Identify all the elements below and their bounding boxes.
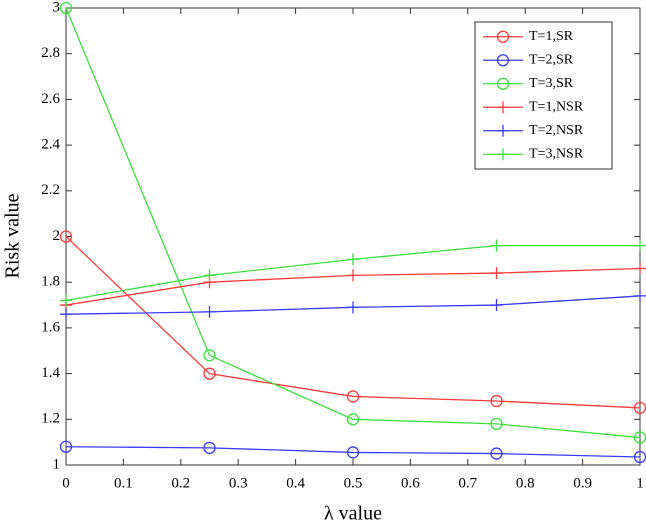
marker (490, 394, 503, 408)
legend: T=1,SR T=2,SR T=3,SR T=1,NSR T=2,NSR T=3,NSR (474, 21, 613, 170)
marker (346, 413, 360, 426)
legend-label: T=3,SR (529, 76, 574, 91)
marker (634, 289, 646, 302)
x-tick-label: 0.1 (114, 475, 133, 491)
legend-label: T=3,NSR (529, 146, 584, 161)
y-tick-label: 1.2 (41, 411, 60, 427)
marker (60, 294, 72, 307)
marker (346, 390, 360, 403)
x-tick-label: 0 (62, 475, 70, 491)
legend-label: T=2,SR (529, 52, 574, 67)
x-tick-label: 0.6 (401, 475, 420, 491)
x-tick-label: 0.7 (458, 475, 477, 491)
y-axis-label: Risk value (2, 193, 24, 278)
y-tick-label: 1.4 (41, 365, 60, 381)
marker (634, 262, 646, 275)
legend-marker (497, 124, 509, 137)
legend-label: T=2,NSR (529, 123, 584, 138)
legend-label: T=1,NSR (529, 99, 584, 114)
legend-marker (496, 54, 510, 67)
marker (347, 269, 359, 282)
legend-box (474, 21, 613, 170)
marker (347, 301, 359, 314)
marker (203, 367, 216, 380)
data-line (65, 446, 641, 458)
legend-marker (497, 148, 509, 161)
x-tick-label: 0.5 (344, 475, 363, 491)
x-tick-label: 1 (636, 475, 644, 491)
marker (490, 239, 503, 252)
legend-marker (497, 101, 509, 114)
legend-label: T=1,SR (529, 29, 574, 44)
y-tick-label: 2.6 (41, 91, 60, 107)
x-tick-label: 0.4 (286, 475, 305, 491)
marker (60, 308, 72, 321)
x-axis-label: λ value (324, 503, 382, 525)
y-tick-label: 2 (53, 228, 61, 244)
data-line (65, 7, 641, 439)
marker (203, 441, 216, 455)
marker (59, 1, 73, 15)
y-tick-label: 3 (53, 0, 61, 15)
marker (347, 253, 359, 266)
marker (634, 239, 646, 252)
y-tick-label: 2.2 (41, 182, 60, 198)
marker (490, 447, 503, 460)
data-line (65, 236, 641, 409)
marker (203, 269, 216, 282)
marker (490, 417, 503, 431)
legend-marker (496, 77, 510, 90)
y-tick-label: 1.6 (41, 319, 60, 335)
marker (490, 267, 503, 280)
marker (59, 230, 73, 243)
x-tick-label: 0.3 (229, 475, 248, 491)
marker (59, 440, 73, 453)
y-tick-label: 1 (53, 456, 61, 472)
y-tick-label: 1.8 (41, 274, 60, 290)
x-tick-label: 0.2 (171, 475, 190, 491)
y-tick-label: 2.8 (41, 45, 60, 61)
x-tick-label: 0.8 (516, 475, 535, 491)
x-tick-label: 0.9 (573, 475, 592, 491)
marker (203, 349, 216, 362)
y-tick-label: 2.4 (41, 137, 60, 153)
legend-marker (496, 30, 510, 43)
marker (346, 446, 360, 459)
marker (490, 299, 503, 312)
marker (203, 305, 216, 318)
